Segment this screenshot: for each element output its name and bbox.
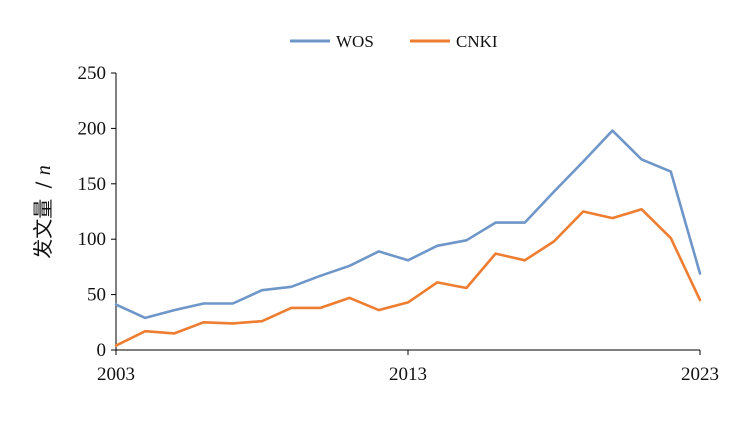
y-ticks: 0 50 100 150 200 250	[78, 63, 116, 361]
x-ticks: 2003 2013 2023	[97, 350, 719, 385]
series-lines	[114, 129, 702, 347]
svg-text:发文量 / n: 发文量 / n	[31, 165, 55, 258]
y-axis-label: 发文量	[31, 199, 55, 259]
x-tick-label: 2003	[97, 364, 135, 385]
axes	[115, 73, 700, 351]
y-tick-label: 50	[87, 285, 106, 306]
y-tick-label: 150	[78, 174, 107, 195]
x-tick-label: 2013	[389, 364, 427, 385]
y-axis-title: 发文量 / n	[31, 165, 55, 258]
series-line-cnki	[114, 208, 702, 347]
y-axis-separator: /	[31, 181, 55, 188]
y-tick-label: 0	[97, 340, 107, 361]
series-line-wos	[114, 129, 702, 320]
legend: WOS CNKI	[290, 32, 498, 51]
x-tick-label: 2023	[681, 364, 719, 385]
y-tick-label: 200	[78, 118, 107, 139]
y-tick-label: 250	[78, 63, 107, 84]
y-tick-label: 100	[78, 229, 107, 250]
y-axis-unit: n	[33, 165, 55, 175]
legend-label-wos: WOS	[336, 32, 374, 51]
legend-label-cnki: CNKI	[456, 32, 498, 51]
